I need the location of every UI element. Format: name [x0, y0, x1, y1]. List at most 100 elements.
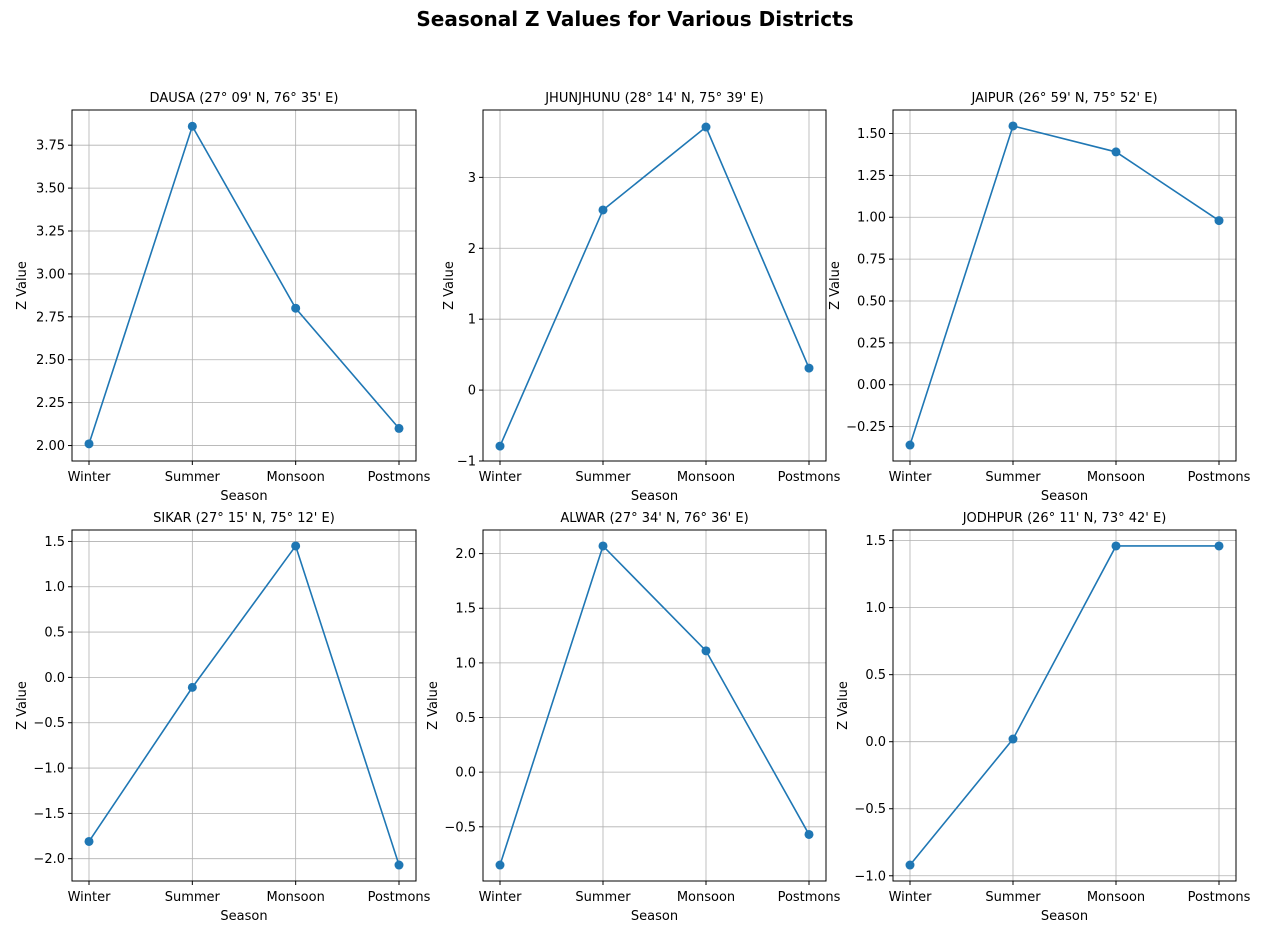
- y-tick-label: 0.50: [857, 294, 886, 309]
- data-point: [1111, 541, 1121, 551]
- y-tick-label: −1.5: [33, 807, 65, 822]
- y-tick-label: 1: [468, 313, 476, 328]
- y-tick-label: 1.0: [865, 601, 886, 616]
- y-tick-label: 2.00: [36, 439, 65, 454]
- data-point: [187, 121, 197, 131]
- subplot-title: SIKAR (27° 15' N, 75° 12' E): [153, 511, 335, 526]
- y-tick-label: −0.5: [854, 802, 886, 817]
- x-axis-label: Season: [220, 489, 267, 504]
- x-tick-label: Summer: [165, 470, 221, 485]
- y-tick-label: 1.5: [865, 534, 886, 549]
- x-tick-label: Summer: [165, 890, 221, 905]
- series-line: [909, 545, 1219, 866]
- data-point: [495, 860, 505, 870]
- x-tick-label: Postmons: [1188, 470, 1251, 485]
- y-tick-label: 1.50: [857, 127, 886, 142]
- subplot-2: Winter Summer Monsoon Postmons −1 0 1 2 3 JHUNJHU…: [442, 91, 841, 504]
- x-axis-label: Season: [1041, 909, 1088, 924]
- data-point: [701, 646, 711, 656]
- x-tick-label: Monsoon: [1087, 470, 1145, 485]
- y-tick-label: 3.75: [36, 139, 65, 154]
- subplot-title: JODHPUR (26° 11' N, 73° 42' E): [962, 511, 1167, 526]
- data-point: [1008, 121, 1018, 131]
- x-tick-label: Postmons: [778, 890, 841, 905]
- data-point: [1111, 147, 1121, 157]
- y-axis-label: Z Value: [15, 681, 30, 730]
- data-point: [394, 860, 404, 870]
- y-tick-label: −0.5: [444, 820, 476, 835]
- data-point: [701, 122, 711, 132]
- y-tick-label: 0.5: [455, 711, 476, 726]
- axes-frame: [482, 109, 827, 462]
- x-tick-label: Postmons: [778, 470, 841, 485]
- subplot-1: Winter Summer Monsoon Postmons 2.00 2.25 2.50 2…: [15, 91, 431, 504]
- x-tick-label: Summer: [575, 470, 631, 485]
- y-tick-label: 3.25: [36, 225, 65, 240]
- y-tick-label: 3: [468, 171, 476, 186]
- data-point: [394, 423, 404, 433]
- data-point: [1214, 216, 1224, 226]
- data-point: [905, 440, 915, 450]
- axes-frame: [892, 109, 1237, 462]
- y-tick-label: 2.0: [455, 547, 476, 562]
- data-point: [495, 441, 505, 451]
- x-axis-label: Season: [631, 489, 678, 504]
- x-tick-label: Winter: [889, 890, 933, 905]
- x-tick-label: Winter: [479, 470, 523, 485]
- x-tick-label: Winter: [479, 890, 523, 905]
- y-axis-label: Z Value: [836, 681, 851, 730]
- x-tick-label: Winter: [68, 470, 112, 485]
- subplot-title: JAIPUR (26° 59' N, 75° 52' E): [970, 91, 1157, 106]
- series-line: [88, 124, 400, 445]
- y-tick-label: −2.0: [33, 852, 65, 867]
- y-tick-label: 1.0: [44, 580, 65, 595]
- y-tick-label: 2.25: [36, 396, 65, 411]
- y-tick-label: 0.5: [44, 626, 65, 641]
- y-tick-label: −1.0: [854, 869, 886, 884]
- data-point: [84, 439, 94, 449]
- x-axis-label: Season: [1041, 489, 1088, 504]
- axes-frame: [71, 529, 417, 882]
- x-tick-label: Summer: [985, 470, 1041, 485]
- subplot-6: Winter Summer Monsoon Postmons −1.0 −0.5 0.0 0.…: [836, 511, 1251, 924]
- x-tick-label: Postmons: [368, 890, 431, 905]
- data-point: [1214, 541, 1224, 551]
- series-line: [88, 544, 400, 866]
- series-line: [499, 544, 810, 866]
- subplot-title: DAUSA (27° 09' N, 76° 35' E): [150, 91, 339, 106]
- x-tick-label: Postmons: [368, 470, 431, 485]
- y-tick-label: 0.00: [857, 378, 886, 393]
- y-tick-label: −0.25: [846, 420, 886, 435]
- x-tick-label: Winter: [889, 470, 933, 485]
- x-tick-label: Monsoon: [266, 890, 324, 905]
- y-tick-label: −1.0: [33, 762, 65, 777]
- data-point: [1008, 734, 1018, 744]
- y-tick-label: 3.50: [36, 182, 65, 197]
- data-point: [804, 829, 814, 839]
- y-tick-label: 0.0: [44, 671, 65, 686]
- y-tick-label: 2.75: [36, 310, 65, 325]
- y-tick-label: 1.5: [455, 602, 476, 617]
- y-tick-label: 3.00: [36, 267, 65, 282]
- y-tick-label: 2: [468, 242, 476, 257]
- data-point: [598, 541, 608, 551]
- y-tick-label: 1.0: [455, 656, 476, 671]
- y-tick-label: 0.25: [857, 336, 886, 351]
- x-tick-label: Monsoon: [677, 890, 735, 905]
- y-tick-label: 0: [468, 384, 476, 399]
- x-tick-label: Monsoon: [266, 470, 324, 485]
- data-point: [804, 363, 814, 373]
- data-point: [598, 205, 608, 215]
- y-tick-label: 1.00: [857, 211, 886, 226]
- y-tick-label: −1: [457, 455, 476, 470]
- x-tick-label: Monsoon: [677, 470, 735, 485]
- y-axis-label: Z Value: [15, 261, 30, 310]
- x-tick-label: Postmons: [1188, 890, 1251, 905]
- data-point: [291, 541, 301, 551]
- subplot-title: JHUNJHUNU (28° 14' N, 75° 39' E): [544, 91, 764, 106]
- axes-frame: [71, 109, 417, 462]
- subplot-4: Winter Summer Monsoon Postmons −2.0 −1.5 −1.0 −…: [15, 511, 431, 924]
- subplot-title: ALWAR (27° 34' N, 76° 36' E): [560, 511, 748, 526]
- data-point: [291, 303, 301, 313]
